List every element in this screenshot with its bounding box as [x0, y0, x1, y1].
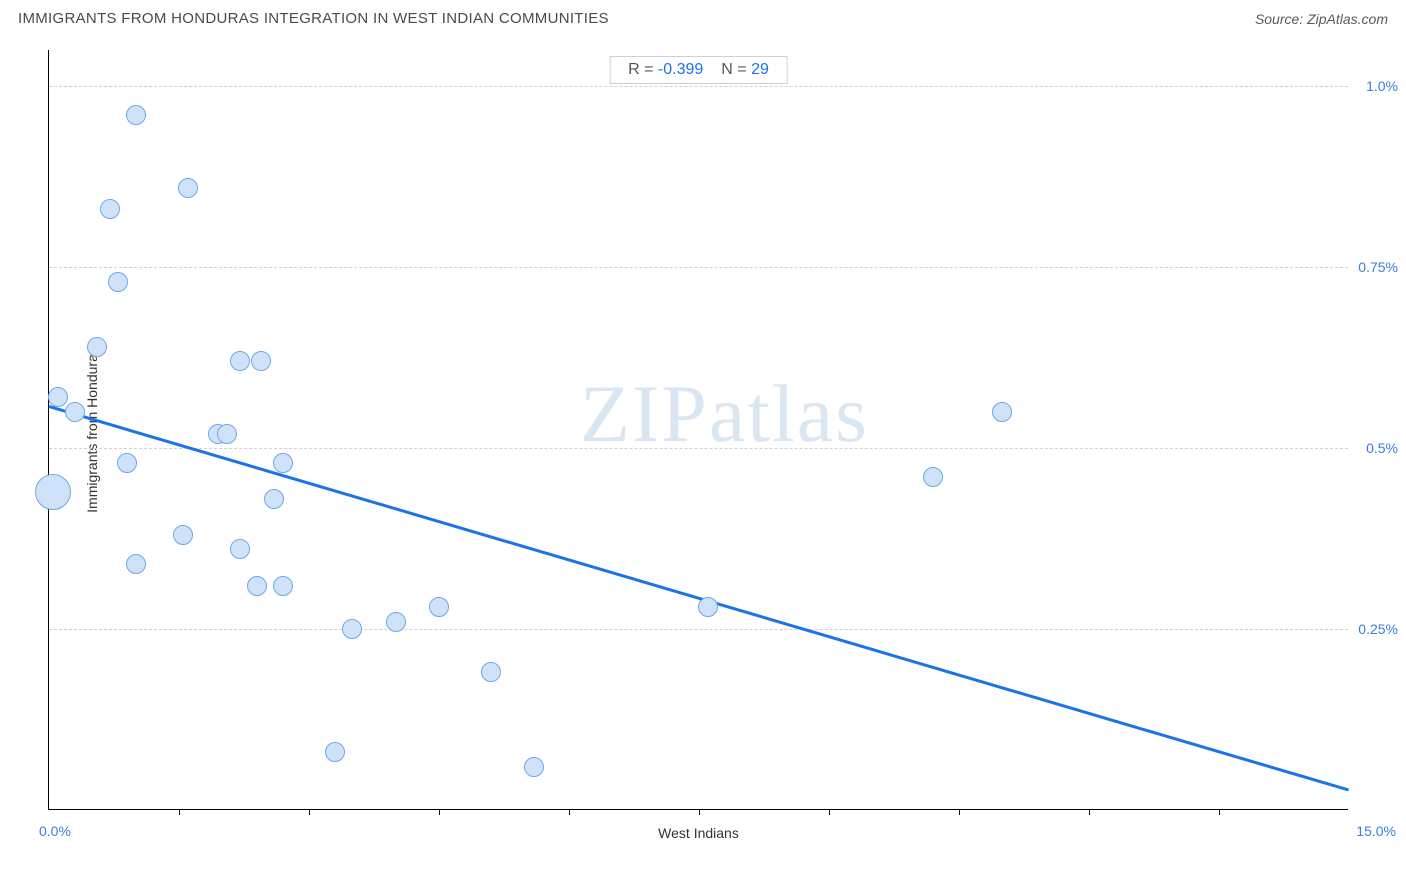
data-point — [264, 489, 284, 509]
grid-line — [49, 86, 1348, 87]
data-point — [108, 272, 128, 292]
y-tick-label: 0.25% — [1358, 621, 1398, 637]
y-tick-label: 0.5% — [1366, 440, 1398, 456]
scatter-chart: ZIPatlas Immigrants from Honduras West I… — [48, 50, 1388, 840]
data-point — [251, 351, 271, 371]
x-tick — [439, 809, 440, 815]
data-point — [173, 525, 193, 545]
x-tick — [829, 809, 830, 815]
data-point — [217, 424, 237, 444]
data-point — [100, 199, 120, 219]
data-point — [117, 453, 137, 473]
x-axis-min-label: 0.0% — [39, 823, 71, 839]
y-tick-label: 0.75% — [1358, 259, 1398, 275]
data-point — [698, 597, 718, 617]
data-point — [126, 554, 146, 574]
regression-line — [49, 405, 1350, 791]
data-point — [35, 474, 71, 510]
x-tick — [1219, 809, 1220, 815]
y-tick-label: 1.0% — [1366, 78, 1398, 94]
data-point — [325, 742, 345, 762]
data-point — [273, 453, 293, 473]
data-point — [386, 612, 406, 632]
plot-area: ZIPatlas Immigrants from Honduras West I… — [48, 50, 1348, 810]
data-point — [992, 402, 1012, 422]
r-label: R = — [628, 61, 653, 78]
grid-line — [49, 267, 1348, 268]
grid-line — [49, 629, 1348, 630]
data-point — [48, 387, 68, 407]
x-tick — [699, 809, 700, 815]
data-point — [923, 467, 943, 487]
data-point — [342, 619, 362, 639]
data-point — [230, 351, 250, 371]
data-point — [126, 105, 146, 125]
data-point — [429, 597, 449, 617]
y-axis-label: Immigrants from Honduras — [84, 347, 100, 513]
data-point — [87, 337, 107, 357]
x-tick — [1089, 809, 1090, 815]
data-point — [247, 576, 267, 596]
x-tick — [959, 809, 960, 815]
data-point — [178, 178, 198, 198]
grid-line — [49, 448, 1348, 449]
x-tick — [569, 809, 570, 815]
source-label: Source: ZipAtlas.com — [1255, 11, 1388, 27]
page-title: IMMIGRANTS FROM HONDURAS INTEGRATION IN … — [18, 10, 609, 27]
r-value: -0.399 — [658, 61, 703, 78]
x-axis-max-label: 15.0% — [1356, 823, 1396, 839]
x-tick — [309, 809, 310, 815]
n-value: 29 — [751, 61, 769, 78]
x-tick — [179, 809, 180, 815]
data-point — [481, 662, 501, 682]
stats-box: R = -0.399 N = 29 — [609, 56, 788, 84]
x-axis-label: West Indians — [658, 825, 739, 841]
n-label: N = — [721, 61, 746, 78]
data-point — [230, 539, 250, 559]
data-point — [65, 402, 85, 422]
data-point — [524, 757, 544, 777]
data-point — [273, 576, 293, 596]
